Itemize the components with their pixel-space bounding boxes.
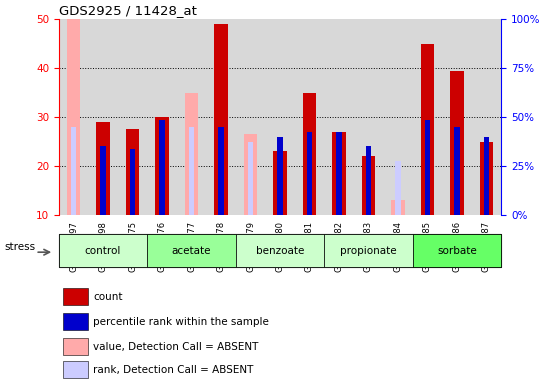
Text: propionate: propionate	[340, 245, 397, 256]
Bar	[324, 19, 354, 215]
Bar	[118, 19, 147, 215]
Bar	[63, 313, 87, 330]
Bar	[383, 19, 413, 215]
Bar	[454, 127, 460, 215]
Text: count: count	[94, 291, 123, 302]
Bar	[189, 127, 194, 215]
Text: sorbate: sorbate	[437, 245, 477, 256]
Text: rank, Detection Call = ABSENT: rank, Detection Call = ABSENT	[94, 364, 254, 375]
Bar	[413, 19, 442, 215]
Bar	[126, 129, 139, 215]
Bar	[265, 19, 295, 215]
Bar	[395, 161, 400, 215]
Text: stress: stress	[4, 242, 36, 252]
Bar	[185, 93, 198, 215]
Bar	[442, 19, 472, 215]
Bar	[130, 149, 135, 215]
Bar	[354, 19, 383, 215]
Bar	[391, 200, 405, 215]
Bar	[277, 137, 283, 215]
Bar	[63, 361, 87, 378]
Text: value, Detection Call = ABSENT: value, Detection Call = ABSENT	[94, 341, 259, 352]
Text: percentile rank within the sample: percentile rank within the sample	[94, 316, 269, 327]
Bar	[244, 134, 257, 215]
Bar	[413, 234, 501, 267]
Text: acetate: acetate	[172, 245, 211, 256]
Bar	[96, 122, 110, 215]
Bar	[248, 142, 253, 215]
Bar	[59, 234, 147, 267]
Bar	[303, 93, 316, 215]
Bar	[484, 137, 489, 215]
Text: control: control	[85, 245, 121, 256]
Bar	[332, 132, 346, 215]
Bar	[307, 132, 312, 215]
Text: benzoate: benzoate	[256, 245, 304, 256]
Bar	[273, 151, 287, 215]
Bar	[100, 147, 106, 215]
Bar	[214, 24, 228, 215]
Bar	[218, 127, 223, 215]
Bar	[480, 142, 493, 215]
Bar	[337, 132, 342, 215]
Bar	[147, 234, 236, 267]
Bar	[63, 288, 87, 305]
Text: GDS2925 / 11428_at: GDS2925 / 11428_at	[59, 3, 197, 17]
Bar	[71, 127, 76, 215]
Bar	[472, 19, 501, 215]
Bar	[155, 117, 169, 215]
Bar	[295, 19, 324, 215]
Bar	[450, 71, 464, 215]
Bar	[67, 19, 80, 215]
Bar	[177, 19, 206, 215]
Bar	[236, 19, 265, 215]
Bar	[324, 234, 413, 267]
Bar	[366, 147, 371, 215]
Bar	[236, 234, 324, 267]
Bar	[425, 119, 430, 215]
Bar	[147, 19, 177, 215]
Bar	[362, 156, 375, 215]
Bar	[206, 19, 236, 215]
Bar	[88, 19, 118, 215]
Bar	[421, 44, 434, 215]
Bar	[63, 338, 87, 355]
Bar	[59, 19, 88, 215]
Bar	[160, 119, 165, 215]
